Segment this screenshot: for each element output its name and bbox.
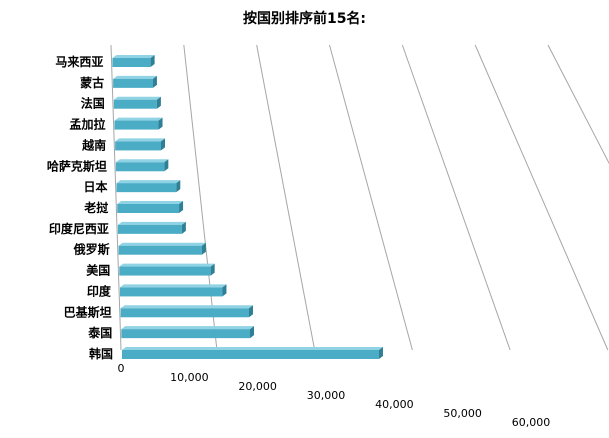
gridlines — [110, 44, 609, 351]
bar-end — [179, 201, 184, 213]
chart-title: 按国别排序前15名: — [242, 11, 367, 27]
category-label: 哈萨克斯坦 — [47, 158, 107, 173]
bar — [118, 245, 202, 255]
x-tick-label: 10,000 — [170, 371, 209, 384]
x-tick-labels: 0 10,000 20,000 30,000 40,000 50,000 60,000 — [118, 362, 551, 429]
category-label: 俄罗斯 — [73, 242, 110, 257]
category-label: 印度尼西亚 — [49, 221, 109, 236]
bar-top — [118, 242, 206, 246]
bar-end — [250, 326, 255, 339]
gridline — [474, 44, 609, 351]
category-label: 美国 — [86, 263, 110, 278]
category-label: 法国 — [81, 96, 105, 111]
x-tick-label: 60,000 — [512, 416, 551, 429]
x-tick-label: 30,000 — [307, 389, 346, 402]
bar-end — [210, 263, 215, 276]
bar-top — [117, 221, 186, 225]
gridline — [329, 44, 413, 351]
gridline — [401, 44, 511, 351]
category-label: 日本 — [84, 179, 108, 194]
bar-end — [222, 284, 227, 297]
bar — [115, 162, 165, 172]
bar-end — [181, 221, 186, 234]
bar — [117, 224, 182, 234]
bars — [112, 55, 383, 359]
category-label: 孟加拉 — [69, 117, 105, 132]
bar — [121, 329, 251, 339]
category-label: 巴基斯坦 — [64, 304, 112, 319]
x-tick-label: 20,000 — [238, 380, 277, 393]
bar-end — [378, 347, 383, 359]
bar-top — [117, 201, 184, 204]
bar — [113, 99, 157, 109]
bar-top — [113, 75, 157, 79]
bar — [114, 120, 159, 130]
bar-top — [115, 159, 169, 163]
bar — [112, 58, 151, 67]
category-label: 印度 — [87, 283, 112, 298]
bar-end — [164, 159, 169, 172]
category-label: 马来西亚 — [55, 54, 103, 69]
axis-line — [110, 44, 122, 351]
bar-top — [122, 347, 383, 350]
gridline — [547, 44, 609, 165]
x-tick-label: 40,000 — [375, 398, 414, 411]
bar — [115, 141, 161, 151]
x-tick-label: 50,000 — [443, 407, 482, 420]
bar-end — [176, 180, 181, 193]
gridline — [256, 44, 316, 351]
bar-end — [152, 75, 157, 88]
bar-top — [115, 138, 165, 142]
bar-top — [121, 326, 255, 330]
bar-top — [120, 305, 253, 309]
bar-top — [116, 180, 181, 184]
bar-top — [119, 263, 215, 267]
category-label: 韩国 — [89, 346, 113, 361]
category-label: 蒙古 — [80, 75, 104, 90]
bar — [119, 266, 211, 276]
bar — [113, 78, 153, 88]
bar-top — [113, 96, 161, 100]
bar — [122, 350, 379, 359]
category-label: 越南 — [81, 137, 106, 152]
bar-end — [160, 138, 165, 151]
category-label: 泰国 — [87, 325, 112, 340]
bar — [120, 308, 249, 318]
bar-end — [201, 242, 206, 255]
bar-top — [112, 55, 155, 58]
category-label: 老挝 — [84, 200, 109, 215]
gridline — [183, 44, 218, 351]
bar-top — [119, 284, 227, 288]
bar-end — [156, 96, 161, 109]
x-tick-label: 0 — [118, 362, 125, 375]
bar — [116, 183, 177, 193]
category-labels: 马来西亚蒙古法国孟加拉越南哈萨克斯坦日本老挝印度尼西亚俄罗斯美国印度巴基斯坦泰国… — [47, 54, 113, 361]
bar-top — [114, 117, 163, 121]
bar — [119, 287, 223, 297]
bar-end — [158, 117, 163, 130]
bar-end — [150, 55, 155, 67]
bar-end — [248, 305, 253, 318]
bar — [117, 204, 180, 213]
